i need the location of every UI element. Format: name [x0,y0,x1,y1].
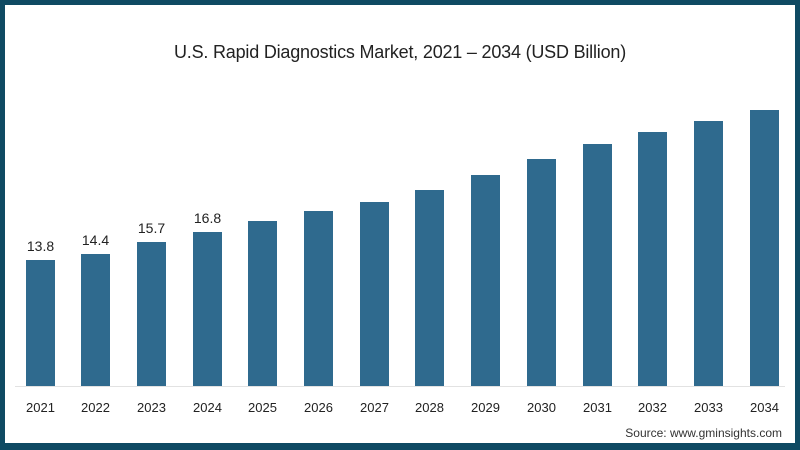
bar-2030 [527,159,556,386]
bar-2028 [415,190,444,386]
chart-frame: U.S. Rapid Diagnostics Market, 2021 – 20… [5,5,795,443]
x-tick-label: 2026 [304,400,333,415]
x-tick-label: 2023 [137,400,166,415]
bar-2025 [248,221,277,386]
plot-area: 2021 13.8 2022 14.4 2023 15.7 2024 16.8 2025 2026… [5,5,795,443]
chart-title: U.S. Rapid Diagnostics Market, 2021 – 20… [173,42,626,62]
x-tick-label: 2032 [638,400,667,415]
x-tick-label: 2025 [248,400,277,415]
bar-2027 [360,202,389,386]
x-tick-label: 2031 [583,400,612,415]
data-label: 13.8 [26,238,55,254]
x-tick-label: 2028 [415,400,444,415]
bar-2021 [26,260,55,386]
bar-2034 [750,110,779,386]
x-tick-label: 2033 [694,400,723,415]
x-tick-label: 2030 [527,400,556,415]
data-label: 15.7 [137,220,166,236]
source-note: Source: www.gminsights.com [625,426,782,440]
x-tick-label: 2024 [193,400,222,415]
bar-2023 [137,242,166,386]
bar-2022 [81,254,110,386]
x-tick-label: 2027 [360,400,389,415]
bar-2032 [638,132,667,386]
data-label: 14.4 [81,232,110,248]
x-tick-label: 2034 [750,400,779,415]
bar-2031 [583,144,612,386]
x-tick-label: 2021 [26,400,55,415]
bar-2029 [471,175,500,386]
x-tick-label: 2029 [471,400,500,415]
bar-2024 [193,232,222,386]
bar-2026 [304,211,333,386]
x-tick-label: 2022 [81,400,110,415]
x-axis-line [15,386,785,387]
data-label: 16.8 [193,210,222,226]
bar-2033 [694,121,723,386]
